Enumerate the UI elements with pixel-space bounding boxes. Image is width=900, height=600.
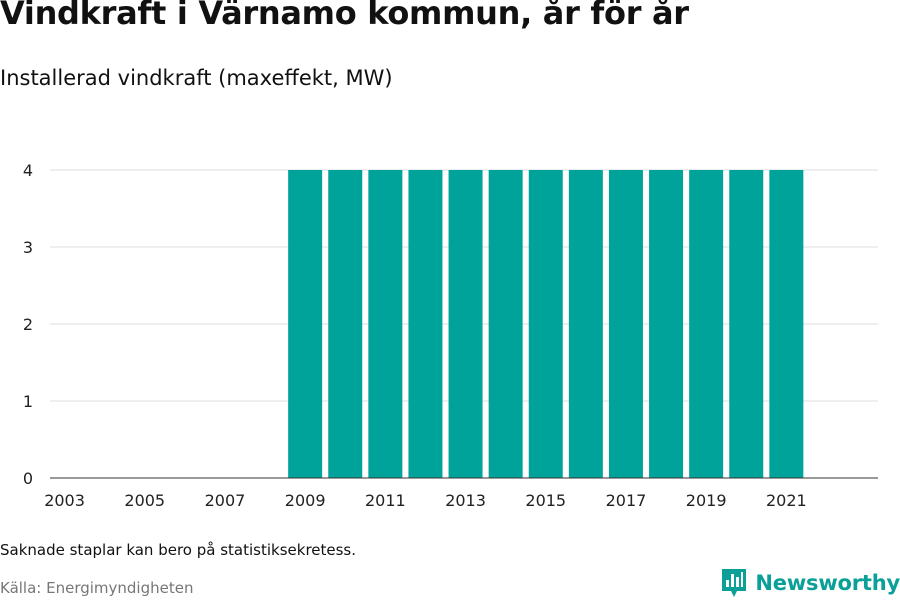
x-tick-label: 2009 [285,491,326,510]
brand-logo: Newsworthy [721,568,900,598]
axes: 0 1 2 3 4 2003 2005 2007 2009 2011 2013 2015 2017 201… [23,161,878,510]
x-tick-label: 2013 [445,491,486,510]
x-tick-label: 2019 [686,491,727,510]
chart-title: Vindkraft i Värnamo kommun, år för år [0,0,689,32]
bar-2021 [769,170,804,478]
x-tick-label: 2005 [124,491,165,510]
y-tick-label: 4 [23,161,33,180]
chart-subtitle: Installerad vindkraft (maxeffekt, MW) [0,66,393,90]
newsworthy-logo-icon [722,569,747,597]
bar-2020 [729,170,764,478]
y-tick-label: 1 [23,392,33,411]
bar-2013 [448,170,483,478]
bar-2009 [288,170,323,478]
bar-2011 [368,170,403,478]
brand-name: Newsworthy [755,571,900,595]
x-tick-label: 2007 [205,491,246,510]
y-tick-label: 0 [23,469,33,488]
bar-2010 [328,170,363,478]
x-tick-label: 2021 [766,491,807,510]
bar-2015 [528,170,563,478]
bar-2017 [608,170,643,478]
bar-2014 [488,170,523,478]
bar-2016 [568,170,603,478]
x-tick-label: 2015 [525,491,566,510]
x-tick-label: 2003 [44,491,85,510]
x-tick-label: 2017 [606,491,647,510]
y-tick-label: 2 [23,315,33,334]
bars [288,170,804,478]
y-tick-label: 3 [23,238,33,257]
bar-2018 [649,170,684,478]
source-credit: Källa: Energimyndigheten [0,579,194,597]
bar-2012 [408,170,443,478]
x-tick-label: 2011 [365,491,406,510]
footnote: Saknade staplar kan bero på statistiksek… [0,541,357,559]
bar-2019 [689,170,724,478]
